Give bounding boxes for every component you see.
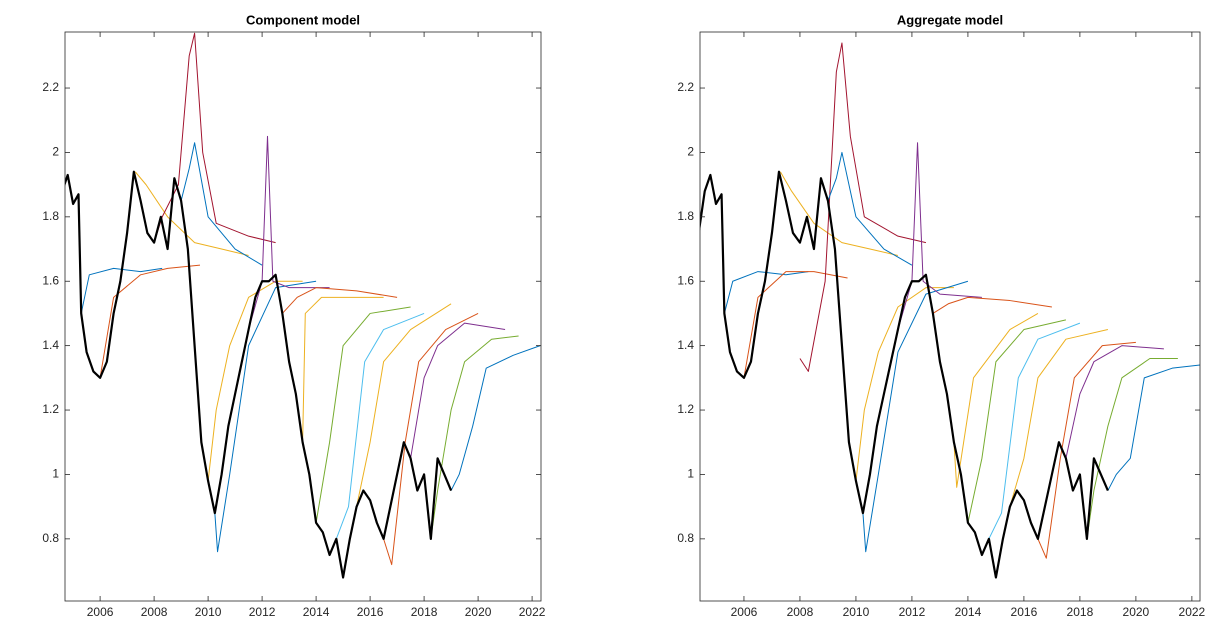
axes-frame xyxy=(699,31,1201,602)
series-line xyxy=(953,313,1039,488)
series-line xyxy=(723,271,809,314)
series-line xyxy=(99,264,201,378)
y-tick-label: 1.4 xyxy=(677,338,694,352)
series-line xyxy=(700,170,1109,579)
series-line xyxy=(1107,364,1200,491)
series-line xyxy=(153,32,276,244)
series-line xyxy=(862,280,969,553)
series-line xyxy=(799,42,927,372)
series-line xyxy=(988,322,1081,540)
series-line xyxy=(450,345,541,491)
series-line xyxy=(207,280,303,481)
series-line xyxy=(1037,341,1136,559)
series-line xyxy=(967,319,1067,523)
axes-frame xyxy=(64,31,542,602)
y-tick-label: 1 xyxy=(52,467,59,481)
plot-area xyxy=(700,42,1200,579)
series-line xyxy=(1086,358,1178,539)
y-tick-label: 2 xyxy=(52,145,59,159)
series-line xyxy=(827,151,913,266)
x-tick-label: 2022 xyxy=(1179,605,1206,619)
x-tick-label: 2014 xyxy=(303,605,330,619)
x-tick-label: 2010 xyxy=(843,605,870,619)
chart-title: Aggregate model xyxy=(897,12,1003,27)
series-line xyxy=(180,142,263,266)
series-line xyxy=(315,306,411,523)
y-tick-label: 0.8 xyxy=(42,531,59,545)
x-tick-label: 2022 xyxy=(519,605,546,619)
series-line xyxy=(335,312,425,540)
x-tick-label: 2006 xyxy=(731,605,758,619)
series-line xyxy=(855,287,954,481)
x-tick-label: 2018 xyxy=(411,605,438,619)
series-line xyxy=(430,335,519,539)
series-line xyxy=(65,170,453,579)
series-line xyxy=(383,312,479,566)
series-line xyxy=(80,267,163,314)
series-line xyxy=(302,296,384,443)
y-tick-label: 1.8 xyxy=(42,209,59,223)
x-tick-label: 2016 xyxy=(1011,605,1038,619)
x-tick-label: 2008 xyxy=(141,605,168,619)
series-line xyxy=(410,322,506,459)
x-tick-label: 2016 xyxy=(357,605,384,619)
series-line xyxy=(214,280,317,553)
series-line xyxy=(134,171,249,256)
chart-title: Component model xyxy=(246,12,360,27)
x-tick-label: 2018 xyxy=(1067,605,1094,619)
series-line xyxy=(1065,345,1164,459)
y-tick-label: 2.2 xyxy=(677,80,694,94)
x-tick-label: 2012 xyxy=(899,605,926,619)
x-tick-label: 2006 xyxy=(87,605,114,619)
y-tick-label: 1.8 xyxy=(677,209,694,223)
x-tick-label: 2010 xyxy=(195,605,222,619)
series-line xyxy=(356,303,452,507)
y-tick-label: 1.2 xyxy=(42,402,59,416)
y-tick-label: 0.8 xyxy=(677,531,694,545)
series-line xyxy=(932,296,1052,314)
plot-area xyxy=(65,32,541,579)
x-tick-label: 2020 xyxy=(465,605,492,619)
x-tick-label: 2012 xyxy=(249,605,276,619)
y-tick-label: 1.2 xyxy=(677,402,694,416)
y-tick-label: 1 xyxy=(687,467,694,481)
series-line xyxy=(1009,329,1109,507)
y-tick-label: 2 xyxy=(687,145,694,159)
x-tick-label: 2014 xyxy=(955,605,982,619)
y-tick-label: 1.6 xyxy=(42,273,59,287)
series-line xyxy=(281,287,398,314)
y-tick-label: 1.6 xyxy=(677,273,694,287)
y-tick-label: 1.4 xyxy=(42,338,59,352)
x-tick-label: 2020 xyxy=(1123,605,1150,619)
x-tick-label: 2008 xyxy=(787,605,814,619)
y-tick-label: 2.2 xyxy=(42,80,59,94)
